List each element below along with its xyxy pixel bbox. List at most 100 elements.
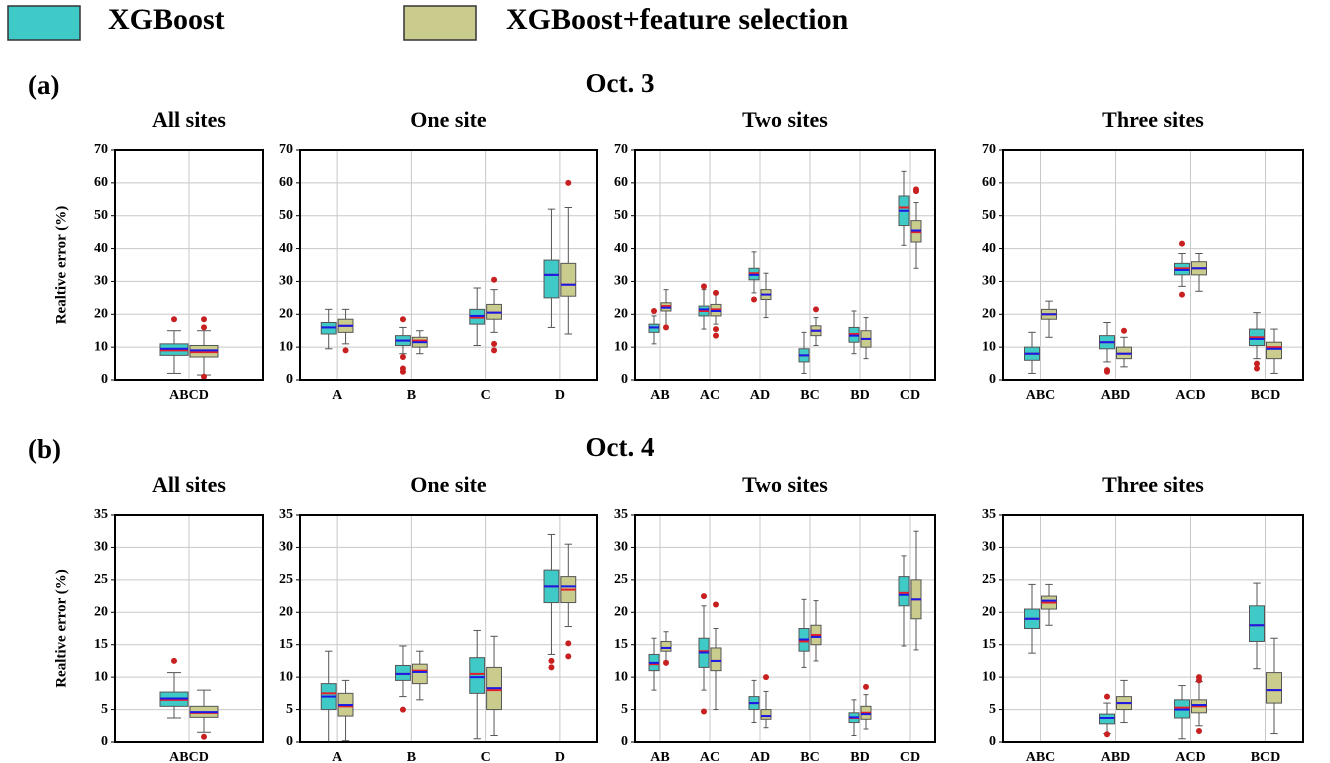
box (1249, 605, 1265, 642)
flier (399, 706, 406, 713)
y-tick-label: 25 (279, 572, 293, 587)
row-label: (b) (28, 434, 61, 464)
y-tick-label: 0 (286, 734, 293, 749)
flier (171, 657, 177, 664)
row-label: (a) (28, 70, 59, 100)
y-tick-label: 0 (286, 372, 293, 387)
panel-title: All sites (152, 107, 226, 132)
y-tick-label: 10 (279, 669, 293, 684)
flier (663, 324, 669, 331)
panel-title: Two sites (742, 472, 828, 497)
plot-frame (299, 514, 598, 743)
y-tick-label: 30 (982, 274, 996, 289)
x-tick-label: CD (900, 388, 920, 403)
y-tick-label: 70 (614, 142, 628, 157)
x-tick-label: BC (800, 388, 819, 403)
y-tick-label: 50 (614, 208, 628, 223)
flier (548, 657, 555, 664)
flier (863, 683, 869, 690)
y-tick-label: 40 (279, 241, 293, 256)
box (898, 576, 910, 607)
x-tick-label: D (555, 750, 565, 763)
y-tick-label: 20 (982, 307, 996, 322)
panel-title: Two sites (742, 107, 828, 132)
y-tick-label: 50 (94, 208, 108, 223)
x-tick-label: CD (900, 750, 920, 763)
x-tick-label: ACD (1175, 388, 1205, 403)
flier (399, 368, 406, 375)
y-tick-label: 0 (101, 372, 108, 387)
y-tick-label: 20 (982, 605, 996, 620)
box (660, 640, 672, 652)
flier (651, 308, 657, 314)
row-title: Oct. 3 (586, 68, 655, 98)
flier (713, 326, 719, 333)
flier (701, 593, 707, 600)
flier (713, 332, 719, 339)
x-tick-label: BC (800, 750, 819, 763)
y-tick-label: 35 (982, 507, 996, 522)
y-tick-label: 30 (94, 540, 108, 555)
flier (491, 340, 498, 347)
flier (751, 296, 757, 303)
plot-frame (114, 514, 264, 743)
x-tick-label: ABCD (169, 750, 209, 763)
x-tick-label: A (332, 750, 343, 763)
box (1266, 341, 1282, 360)
flier (713, 289, 719, 296)
plot-frame (299, 149, 598, 381)
y-tick-label: 70 (94, 142, 108, 157)
plot-frame (634, 514, 936, 743)
panel-title: All sites (152, 472, 226, 497)
y-tick-label: 20 (94, 605, 108, 620)
y-tick-label: 35 (614, 507, 628, 522)
panel-title: One site (410, 107, 487, 132)
y-tick-label: 70 (279, 142, 293, 157)
legend-label: XGBoost (108, 3, 225, 36)
x-tick-label: C (481, 750, 491, 763)
x-tick-label: AC (700, 388, 720, 403)
x-tick-label: AB (650, 388, 669, 403)
flier (1104, 731, 1110, 738)
y-tick-label: 10 (982, 339, 996, 354)
y-tick-label: 60 (982, 175, 996, 190)
flier (201, 324, 207, 331)
plot-frame (1002, 149, 1304, 381)
y-tick-label: 10 (94, 669, 108, 684)
flier (201, 316, 207, 323)
y-axis-label: Realtive error (%) (53, 569, 69, 688)
y-tick-label: 10 (982, 669, 996, 684)
flier (663, 659, 669, 666)
row-title: Oct. 4 (586, 432, 655, 462)
y-tick-label: 25 (982, 572, 996, 587)
flier (1179, 291, 1185, 298)
y-tick-label: 35 (279, 507, 293, 522)
y-tick-label: 20 (94, 307, 108, 322)
x-tick-label: BCD (1251, 750, 1281, 763)
x-tick-label: ABCD (169, 388, 209, 403)
box (469, 657, 486, 694)
panel-title: Three sites (1102, 107, 1204, 132)
flier (701, 283, 707, 290)
flier (1179, 240, 1185, 247)
box (710, 647, 722, 672)
x-tick-label: B (407, 750, 416, 763)
y-tick-label: 60 (279, 175, 293, 190)
x-tick-label: AB (650, 750, 669, 763)
y-tick-label: 5 (286, 702, 293, 717)
y-tick-label: 5 (621, 702, 628, 717)
y-tick-label: 10 (279, 339, 293, 354)
x-tick-label: A (332, 388, 343, 403)
panel-title: One site (410, 472, 487, 497)
y-tick-label: 0 (989, 734, 996, 749)
flier (565, 653, 572, 660)
y-tick-label: 10 (614, 669, 628, 684)
x-tick-label: ABD (1101, 388, 1131, 403)
panel-title: Three sites (1102, 472, 1204, 497)
y-tick-label: 15 (614, 637, 628, 652)
flier (548, 664, 555, 671)
legend-swatch (403, 5, 477, 41)
y-tick-label: 20 (279, 307, 293, 322)
flier (913, 188, 919, 195)
